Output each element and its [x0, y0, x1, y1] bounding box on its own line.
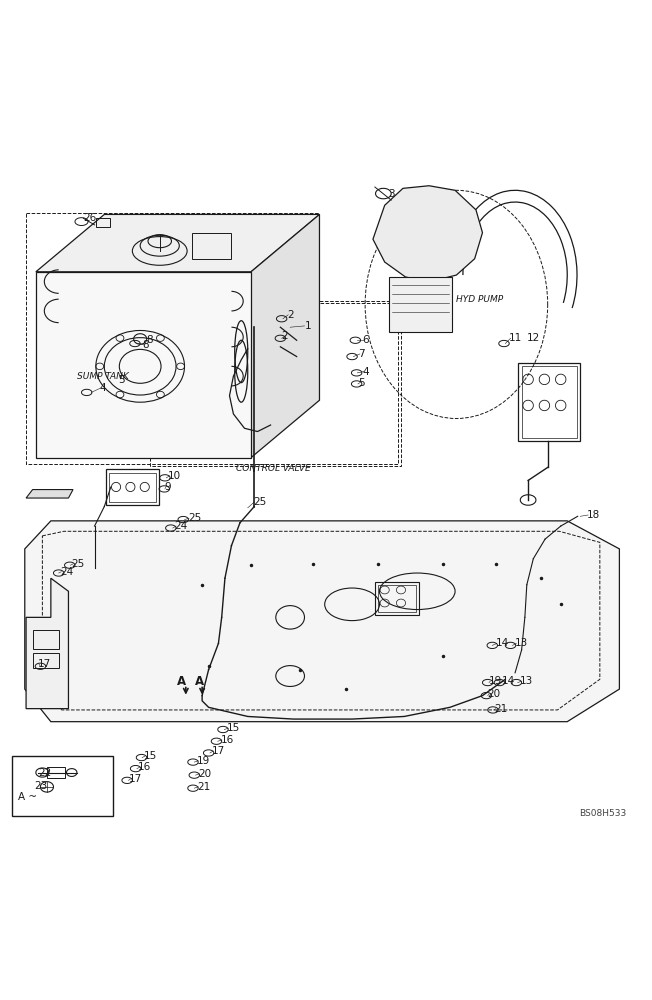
- Text: 24: 24: [60, 567, 73, 577]
- Polygon shape: [26, 490, 73, 498]
- Bar: [518, 363, 580, 441]
- Text: 17: 17: [212, 746, 225, 756]
- Text: 2: 2: [282, 331, 288, 341]
- Text: 14: 14: [496, 638, 509, 648]
- Text: 15: 15: [227, 723, 240, 733]
- Text: 16: 16: [220, 735, 233, 745]
- Bar: [33, 653, 59, 668]
- Text: 18: 18: [587, 510, 600, 520]
- Text: 13: 13: [515, 638, 528, 648]
- Text: 5: 5: [359, 378, 365, 388]
- Text: 25: 25: [253, 497, 266, 507]
- Polygon shape: [36, 214, 319, 272]
- Text: SUMP TANK: SUMP TANK: [77, 372, 129, 381]
- Text: 5: 5: [119, 375, 125, 385]
- Text: 15: 15: [143, 751, 156, 761]
- Text: 14: 14: [502, 676, 515, 686]
- Text: 8: 8: [147, 335, 153, 345]
- Text: 4: 4: [363, 367, 369, 377]
- Text: 17: 17: [38, 659, 51, 669]
- Text: 3: 3: [388, 189, 394, 199]
- Text: 25: 25: [188, 513, 201, 523]
- Text: 4: 4: [99, 383, 106, 393]
- Text: 7: 7: [359, 349, 365, 359]
- Text: 21: 21: [494, 704, 507, 714]
- Text: 12: 12: [527, 333, 540, 343]
- Text: 19: 19: [197, 756, 210, 766]
- Text: 9: 9: [164, 482, 171, 492]
- Polygon shape: [25, 521, 619, 722]
- Text: A: A: [177, 675, 186, 688]
- Text: HYD PUMP: HYD PUMP: [456, 295, 503, 304]
- Bar: [12, 756, 113, 816]
- Text: 13: 13: [520, 676, 533, 686]
- Text: 26: 26: [83, 213, 96, 223]
- Bar: [389, 277, 452, 332]
- Bar: [522, 366, 577, 438]
- Bar: [375, 582, 419, 615]
- Text: 19: 19: [489, 676, 502, 686]
- Text: A: A: [195, 675, 204, 688]
- Bar: [33, 630, 59, 649]
- Polygon shape: [26, 578, 68, 709]
- Text: 20: 20: [488, 689, 501, 699]
- Text: 22: 22: [38, 768, 51, 778]
- Bar: [378, 585, 416, 612]
- Bar: [47, 767, 65, 778]
- Bar: [109, 473, 156, 502]
- Text: 1: 1: [304, 321, 311, 331]
- Text: 24: 24: [175, 521, 188, 531]
- Text: 11: 11: [509, 333, 522, 343]
- Text: 16: 16: [138, 762, 151, 772]
- Polygon shape: [373, 186, 482, 282]
- Polygon shape: [36, 272, 251, 458]
- Text: 21: 21: [197, 782, 210, 792]
- Bar: [106, 469, 159, 505]
- Bar: [192, 233, 231, 259]
- Text: CONTROL VALVE: CONTROL VALVE: [237, 464, 311, 473]
- Bar: [96, 218, 110, 227]
- Text: 2: 2: [287, 310, 293, 320]
- Polygon shape: [251, 214, 319, 458]
- Text: 6: 6: [363, 335, 369, 345]
- Text: 17: 17: [129, 774, 142, 784]
- Text: 25: 25: [72, 559, 85, 569]
- Text: 8: 8: [142, 340, 149, 350]
- Text: 20: 20: [198, 769, 211, 779]
- Text: A ~: A ~: [18, 792, 37, 802]
- Text: 10: 10: [168, 471, 181, 481]
- Text: 23: 23: [34, 781, 47, 791]
- Text: BS08H533: BS08H533: [579, 809, 626, 818]
